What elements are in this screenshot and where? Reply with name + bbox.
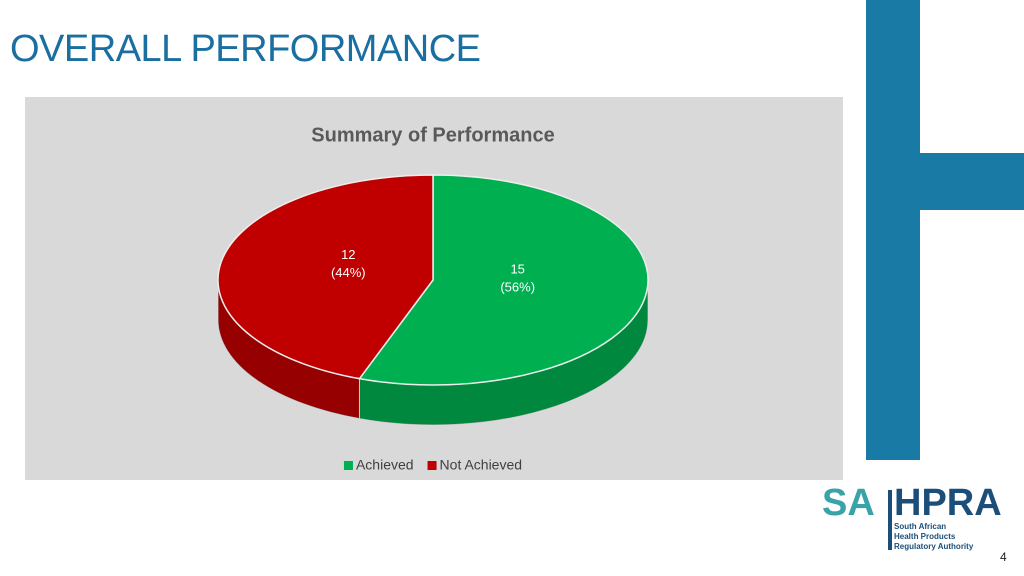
logo-line: South African: [894, 522, 946, 531]
chart-title: Summary of Performance: [311, 124, 554, 146]
logo: SA HPRA South African Health Products Re…: [822, 482, 1002, 551]
decor-bar: [920, 153, 1024, 210]
logo-line: Regulatory Authority: [894, 542, 974, 551]
data-label: (44%): [331, 265, 366, 280]
legend-label: Not Achieved: [440, 457, 523, 473]
logo-line: Health Products: [894, 532, 956, 541]
data-label: 12: [341, 247, 355, 262]
decor-bar: [866, 0, 920, 460]
logo-text: HPRA: [894, 482, 1002, 524]
page-number: 4: [1000, 550, 1007, 564]
data-label: (56%): [500, 280, 535, 295]
legend-label: Achieved: [356, 457, 414, 473]
slide-title: OVERALL PERFORMANCE: [10, 28, 481, 70]
legend: Achieved Not Achieved: [343, 457, 523, 473]
pie-slice: [358, 174, 649, 386]
data-label: 15: [510, 262, 524, 277]
pie-side-shade: [218, 280, 360, 419]
logo-text: SA: [822, 482, 875, 524]
pie-side-shade: [359, 280, 648, 425]
legend-swatch: [427, 461, 437, 470]
pie-slice: [217, 174, 434, 380]
legend-swatch: [343, 461, 353, 470]
logo-bar: [888, 490, 892, 550]
